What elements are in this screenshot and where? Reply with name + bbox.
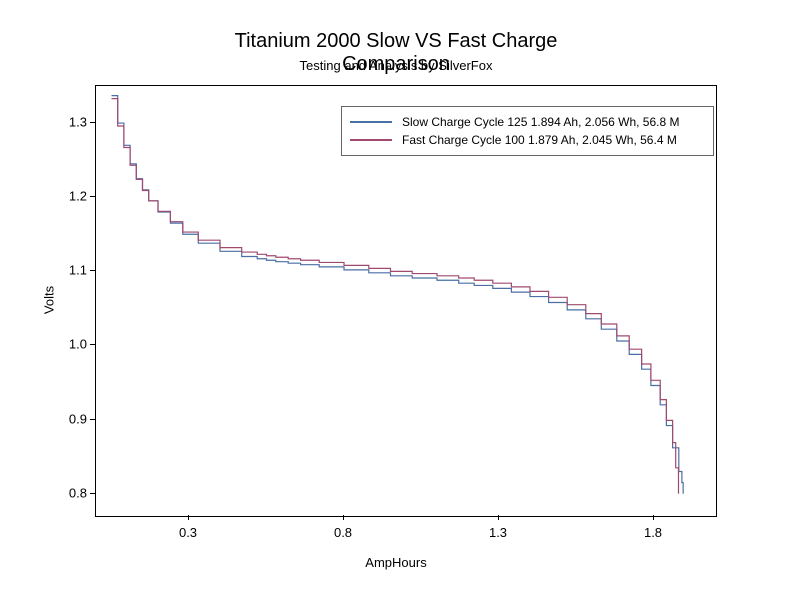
legend-item-fast: Fast Charge Cycle 100 1.879 Ah, 2.045 Wh… <box>350 131 705 149</box>
ytick-label: 1.1 <box>69 263 87 278</box>
ytick-label: 0.8 <box>69 485 87 500</box>
xtick <box>343 515 344 520</box>
x-axis-label: AmpHours <box>365 555 426 570</box>
plot-area: Slow Charge Cycle 125 1.894 Ah, 2.056 Wh… <box>95 85 717 517</box>
ytick <box>90 344 95 345</box>
ytick-label: 1.3 <box>69 115 87 130</box>
ytick <box>90 122 95 123</box>
chart-container: Titanium 2000 Slow VS Fast Charge Compar… <box>0 0 792 611</box>
ytick-label: 1.0 <box>69 337 87 352</box>
ytick <box>90 419 95 420</box>
legend-swatch-slow <box>350 121 392 123</box>
xtick-label: 1.8 <box>644 525 662 540</box>
legend-swatch-fast <box>350 139 392 141</box>
y-axis-label: Volts <box>42 286 57 314</box>
legend-label-slow: Slow Charge Cycle 125 1.894 Ah, 2.056 Wh… <box>402 115 680 129</box>
xtick <box>498 515 499 520</box>
chart-subtitle: Testing and Analysis by SilverFox <box>300 58 493 73</box>
ytick <box>90 270 95 271</box>
xtick <box>188 515 189 520</box>
legend-label-fast: Fast Charge Cycle 100 1.879 Ah, 2.045 Wh… <box>402 133 677 147</box>
xtick <box>653 515 654 520</box>
legend-box: Slow Charge Cycle 125 1.894 Ah, 2.056 Wh… <box>341 106 714 156</box>
ytick-label: 0.9 <box>69 411 87 426</box>
ytick <box>90 493 95 494</box>
xtick-label: 0.8 <box>334 525 352 540</box>
xtick-label: 1.3 <box>489 525 507 540</box>
xtick-label: 0.3 <box>179 525 197 540</box>
legend-item-slow: Slow Charge Cycle 125 1.894 Ah, 2.056 Wh… <box>350 113 705 131</box>
series-line <box>112 99 679 494</box>
ytick-label: 1.2 <box>69 189 87 204</box>
ytick <box>90 196 95 197</box>
